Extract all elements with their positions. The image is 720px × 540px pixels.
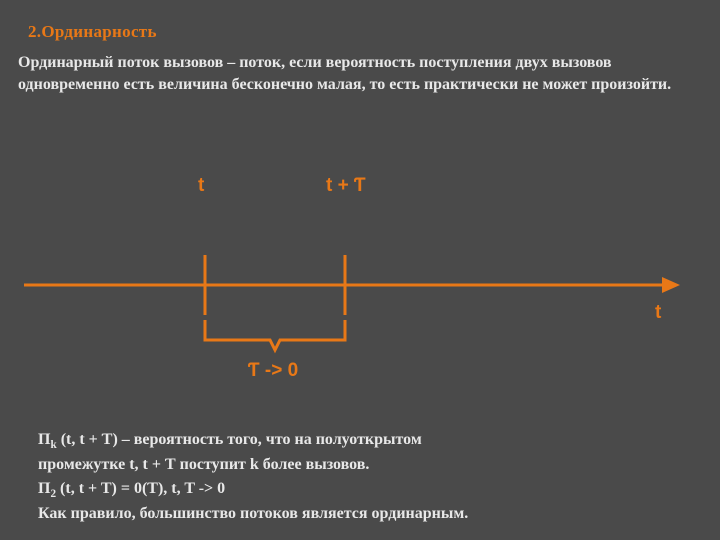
label-t-text: t [198, 175, 204, 196]
definition-paragraph: Ординарный поток вызовов – поток, если в… [18, 52, 702, 97]
line4-text: Как правило, большинство потоков являетс… [38, 505, 468, 522]
bottom-line3: П2 (t, t + T) = 0(Ƭ), t, T -> 0 [38, 477, 690, 502]
pi-1: П [38, 431, 50, 448]
label-t-tau-text: t + Ƭ [326, 175, 366, 196]
bottom-line2: промежутке t, t + Ƭ поступит k более выз… [38, 453, 690, 476]
axis-arrowhead [662, 277, 680, 293]
line3-rest: (t, t + T) = 0(Ƭ), t, T -> 0 [56, 480, 225, 497]
line1-rest: (t, t + Ƭ) – вероятность того, что на по… [57, 431, 422, 448]
label-axis-end: t [655, 302, 661, 324]
line2-text: промежутке t, t + Ƭ поступит k более выз… [38, 456, 369, 473]
bottom-paragraph: Пk (t, t + Ƭ) – вероятность того, что на… [38, 428, 690, 525]
interval-bracket [205, 320, 345, 350]
label-tau-zero-text: Ƭ -> 0 [248, 360, 298, 381]
bottom-line1: Пk (t, t + Ƭ) – вероятность того, что на… [38, 428, 690, 453]
label-axis-text: t [655, 302, 661, 323]
definition-text: Ординарный поток вызовов – поток, если в… [18, 54, 671, 93]
heading-text: 2.Ординарность [28, 22, 157, 41]
timeline-diagram: t t + Ƭ t Ƭ -> 0 [0, 150, 720, 370]
section-heading: 2.Ординарность [28, 22, 157, 42]
pi-2: П [38, 480, 50, 497]
bottom-line4: Как правило, большинство потоков являетс… [38, 502, 690, 525]
label-t: t [198, 175, 204, 197]
label-tau-to-zero: Ƭ -> 0 [248, 360, 298, 382]
label-t-plus-tau: t + Ƭ [326, 175, 366, 197]
